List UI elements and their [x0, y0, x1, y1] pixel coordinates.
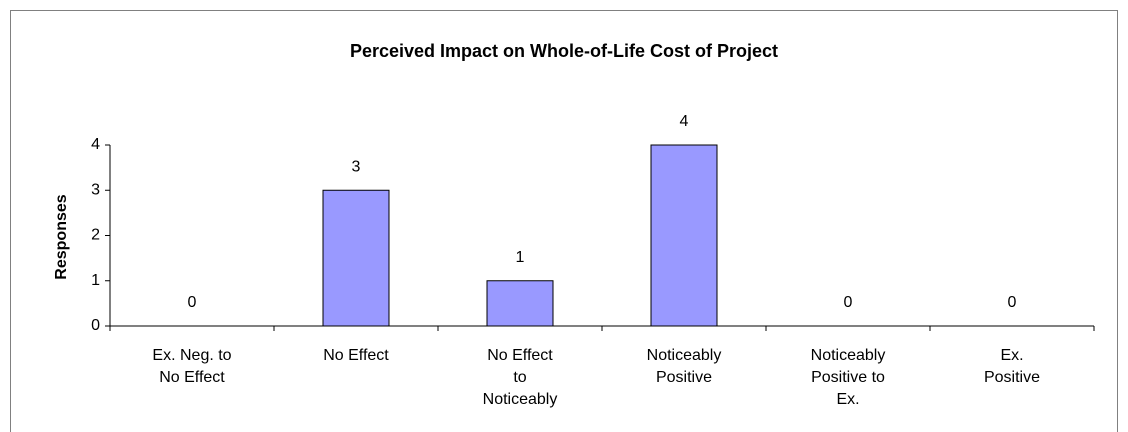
x-tick-label: Noticeably: [811, 347, 886, 364]
x-tick-label: No Effect: [487, 347, 553, 364]
x-tick-label: Noticeably: [647, 347, 722, 364]
data-label: 1: [516, 249, 525, 266]
y-axis-title: Responses: [53, 194, 70, 279]
x-tick-label: No Effect: [323, 347, 389, 364]
y-tick-label: 2: [91, 227, 100, 244]
x-tick-label: Positive to: [811, 369, 885, 386]
bar: [650, 144, 718, 327]
x-tick-label: Ex.: [836, 391, 859, 408]
x-tick-label: Noticeably: [483, 391, 558, 408]
data-label: 0: [188, 294, 197, 311]
data-label: 0: [844, 294, 853, 311]
x-tick-label: Positive: [984, 369, 1040, 386]
chart-border: [10, 10, 1118, 432]
x-tick-label: Positive: [656, 369, 712, 386]
x-tick-label: Ex. Neg. to: [152, 347, 231, 364]
y-tick-label: 0: [91, 317, 100, 334]
y-tick-label: 3: [91, 181, 100, 198]
data-label: 4: [680, 113, 689, 130]
x-tick-label: to: [513, 369, 526, 386]
chart-title: Perceived Impact on Whole-of-Life Cost o…: [350, 41, 778, 61]
x-tick-label: Ex.: [1000, 347, 1023, 364]
data-label: 0: [1008, 294, 1017, 311]
bar: [486, 280, 554, 327]
data-label: 3: [352, 158, 361, 175]
x-tick-label: No Effect: [159, 369, 225, 386]
bar: [322, 189, 390, 327]
y-tick-label: 4: [91, 136, 100, 153]
y-tick-label: 1: [91, 272, 100, 289]
